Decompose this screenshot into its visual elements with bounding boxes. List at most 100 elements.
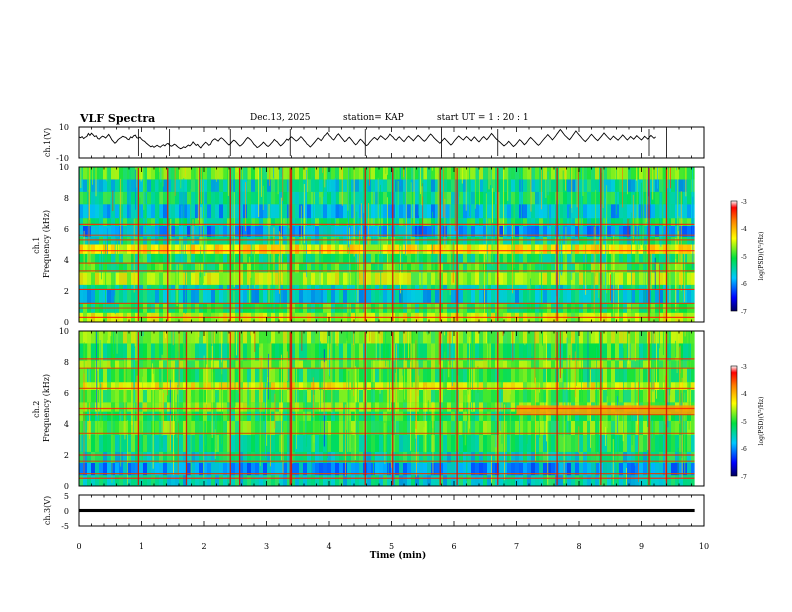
spec2-cell — [471, 420, 475, 435]
spec2-cell — [271, 331, 275, 344]
spec2-cell — [303, 360, 307, 369]
spec1-cell — [471, 179, 475, 192]
spec1-cell — [543, 225, 547, 237]
spec2-cell — [187, 389, 191, 403]
spec1-cell — [383, 204, 387, 219]
spec2-cell — [211, 368, 215, 383]
spec1-cell — [375, 179, 379, 192]
spec2-cell — [191, 389, 195, 403]
spec2-cell — [235, 343, 239, 361]
spec2-cell — [335, 368, 339, 383]
spec2-cell — [543, 451, 547, 463]
spec1-cell — [95, 167, 99, 180]
spec2-cell — [239, 411, 243, 421]
spec1-cell — [231, 204, 235, 219]
spec1-cell — [151, 272, 155, 285]
spec2-cell — [139, 462, 143, 476]
spec1-cell — [219, 204, 223, 219]
spec2-cell — [339, 411, 343, 421]
spec2-cell — [183, 368, 187, 383]
spec1-cell — [215, 191, 219, 205]
spec2-cell — [603, 462, 607, 476]
spec2-cell — [407, 451, 411, 463]
spec1-cell — [175, 244, 179, 254]
spec2-cell — [115, 368, 119, 383]
spec1-cell — [283, 289, 287, 304]
spec2-cell — [155, 411, 159, 421]
spec2-cell — [559, 462, 563, 476]
spec1-cell — [467, 244, 471, 254]
spec1-cell — [603, 218, 607, 226]
spec1-cell — [439, 272, 443, 285]
spec2-cell — [243, 420, 247, 435]
spec1-cell — [675, 263, 679, 273]
spec2-cell — [143, 382, 147, 390]
spec1-cell — [527, 225, 531, 237]
spec1-cell — [215, 272, 219, 285]
spec2-cell — [563, 389, 567, 403]
spec1-cell — [271, 244, 275, 254]
spec2-cell — [643, 451, 647, 463]
spec2-cell — [275, 420, 279, 435]
spec1-cell — [139, 253, 143, 264]
spec1-no-data — [694, 167, 704, 322]
spec1-cell — [311, 191, 315, 205]
spec2-cell — [459, 368, 463, 383]
spec1-cell — [423, 179, 427, 192]
spec2-cell — [243, 389, 247, 403]
spec2-cell — [411, 368, 415, 383]
spec1-cell — [195, 204, 199, 219]
spec2-cell — [223, 382, 227, 390]
spec1-cell — [355, 289, 359, 304]
spec1-cell — [287, 167, 291, 180]
spec1-cell — [367, 289, 371, 304]
spec2-cell — [347, 475, 351, 486]
spec1-cell — [163, 218, 167, 226]
spec2-cell — [367, 382, 371, 390]
spec1-cell — [367, 244, 371, 254]
spec2-cell — [339, 368, 343, 383]
spec1-cell — [415, 225, 419, 237]
ch1-frequency-label: Frequency (kHz) — [42, 210, 51, 278]
spec1-cell — [187, 272, 191, 285]
start-time-label: start UT = 1 : 20 : 1 — [437, 113, 529, 123]
spec1-cell — [275, 289, 279, 304]
spec1-cell — [99, 218, 103, 226]
spec2-cell — [411, 331, 415, 344]
spec2-cell — [83, 389, 87, 403]
spec1-cell — [287, 236, 291, 245]
spec2-cell — [563, 343, 567, 361]
spec1-cell — [515, 289, 519, 304]
ch1-ytick-bottom: -10 — [56, 154, 69, 163]
spec2-cell — [643, 475, 647, 486]
spec2-cell — [147, 411, 151, 421]
spec2-cell — [259, 475, 263, 486]
spec1-cell — [323, 225, 327, 237]
spec2-cell — [91, 462, 95, 476]
spec2-cell — [323, 434, 327, 452]
spec2-cell — [419, 382, 423, 390]
spec1-cell — [547, 191, 551, 205]
spec2-cell — [319, 420, 323, 435]
spec2-cell — [415, 420, 419, 435]
spec2-cell — [307, 331, 311, 344]
spec1-cell — [623, 253, 627, 264]
spec1-cell — [319, 289, 323, 304]
spec1-cell — [123, 263, 127, 273]
spec1-cell — [339, 204, 343, 219]
spec1-cell — [491, 204, 495, 219]
spec1-cell — [471, 191, 475, 205]
spec2-cell — [187, 462, 191, 476]
spec1-cell — [127, 236, 131, 245]
spec2-cell — [207, 451, 211, 463]
spec2-cell — [351, 462, 355, 476]
spec2-cell — [423, 343, 427, 361]
spec2-cell — [511, 411, 515, 421]
spec2-cell — [603, 368, 607, 383]
spec2-cell — [451, 475, 455, 486]
spec1-cell — [223, 244, 227, 254]
spec1-cell — [291, 218, 295, 226]
spec2-cell — [207, 411, 211, 421]
spec1-cell — [559, 167, 563, 180]
spec2-cell — [171, 434, 175, 452]
